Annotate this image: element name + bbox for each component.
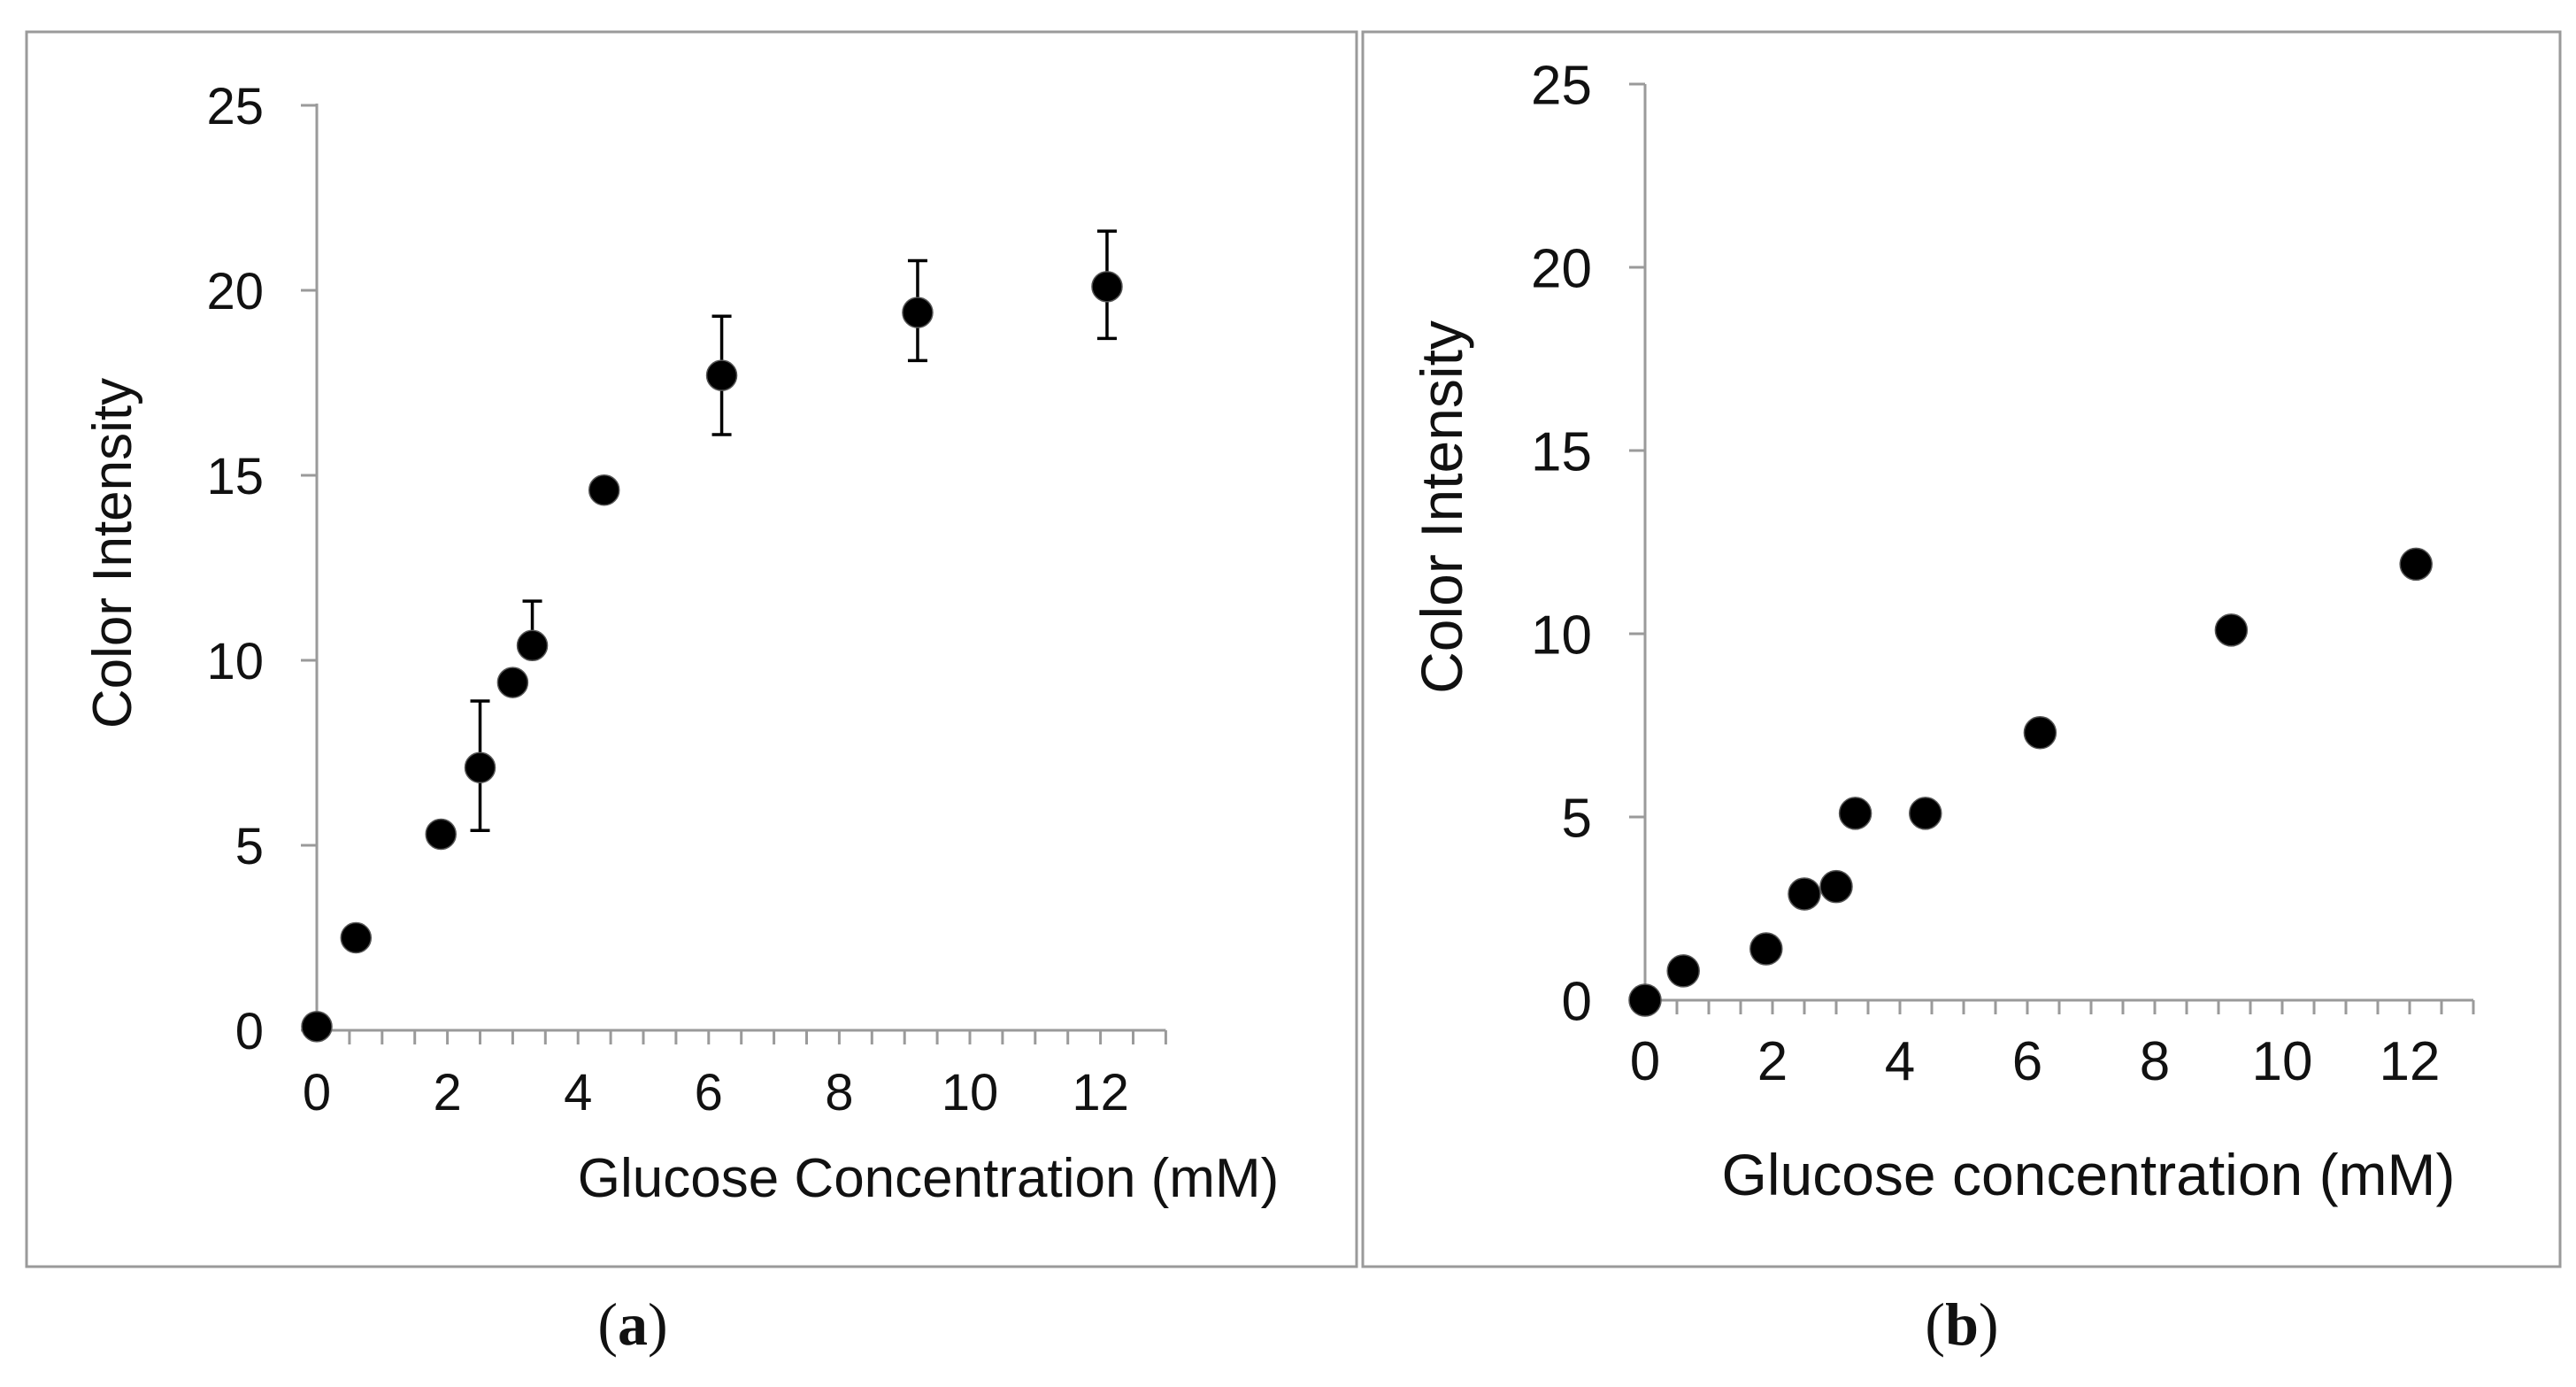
chart-a-x-tick-label: 4 (564, 1064, 592, 1121)
chart-b-data-point (1909, 797, 1942, 830)
chart-a-data-point (902, 297, 934, 328)
chart-a: 0 5 10 15 20 25 0 2 4 6 8 10 12 Glucose Concentratio… (25, 30, 1358, 1358)
chart-b-x-tick-label: 12 (2380, 1031, 2441, 1092)
chart-a-caption: (a) (597, 1291, 667, 1358)
chart-b-xlabel: Glucose concentration (mM) (1722, 1142, 2456, 1207)
chart-a-data-point (705, 359, 738, 391)
chart-b-y-tick-label: 25 (1531, 55, 1592, 116)
chart-a-x-tick-label: 6 (695, 1064, 723, 1121)
chart-b-x-tick-label: 10 (2252, 1031, 2313, 1092)
chart-b: 0 5 10 15 20 25 0 2 4 6 8 10 12 Glucose concentratio… (1361, 30, 2562, 1358)
chart-a-x-tick-label: 2 (433, 1064, 461, 1121)
chart-b-data-point (2023, 716, 2057, 750)
chart-a-y-tick-label: 0 (235, 1003, 264, 1060)
chart-b-data-point (1628, 983, 1662, 1017)
chart-a-xlabel: Glucose Concentration (mM) (578, 1148, 1280, 1209)
chart-b-data-point (2214, 613, 2249, 647)
chart-a-x-tick-label: 12 (1072, 1064, 1129, 1121)
chart-a-x-tick-label: 10 (942, 1064, 999, 1121)
chart-a-data-point (464, 751, 496, 783)
chart-b-frame (1361, 30, 2562, 1268)
chart-b-ylabel: Color Intensity (1409, 320, 1474, 694)
chart-b-caption: (b) (1925, 1291, 1998, 1358)
chart-b-y-tick-label: 10 (1531, 605, 1592, 666)
chart-b-caption-letter: b (1945, 1291, 1979, 1358)
chart-a-y-tick-label: 10 (206, 633, 264, 690)
chart-b-data-point (1749, 932, 1783, 966)
chart-b-plot: 0 5 10 15 20 25 0 2 4 6 8 10 12 (1531, 55, 2475, 1092)
chart-a-y-tick-label: 15 (206, 448, 264, 505)
chart-a-y-tick-label: 25 (206, 78, 264, 135)
chart-a-data-point (340, 921, 373, 954)
chart-a-data-point (496, 667, 529, 698)
chart-b-data-point (1666, 954, 1700, 988)
chart-b-data-point (1838, 797, 1872, 830)
chart-b-x-tick-label: 8 (2140, 1031, 2170, 1092)
chart-a-data-point (516, 629, 549, 662)
chart-a-data-point (425, 818, 457, 851)
chart-a-y-tick-label: 5 (235, 818, 264, 875)
chart-b-x-tick-label: 0 (1630, 1031, 1660, 1092)
chart-a-data-point (301, 1011, 333, 1043)
chart-a-plot: 0 5 10 15 20 25 0 2 4 6 8 10 12 (206, 78, 1167, 1121)
chart-a-data-point (1091, 271, 1123, 303)
chart-b-x-tick-label: 6 (2012, 1031, 2042, 1092)
chart-b-y-tick-label: 0 (1562, 971, 1592, 1032)
chart-a-frame (25, 30, 1358, 1268)
chart-b-y-tick-label: 15 (1531, 421, 1592, 482)
chart-b-y-tick-label: 5 (1562, 788, 1592, 849)
chart-a-data-point (588, 474, 620, 506)
chart-a-ylabel: Color Intensity (82, 378, 143, 728)
chart-a-x-tick-label: 0 (303, 1064, 331, 1121)
chart-a-x-tick-label: 8 (825, 1064, 853, 1121)
chart-b-y-tick-label: 20 (1531, 238, 1592, 299)
chart-b-x-tick-label: 4 (1885, 1031, 1915, 1092)
chart-a-y-tick-label: 20 (206, 263, 264, 320)
chart-b-x-tick-label: 2 (1757, 1031, 1788, 1092)
chart-b-data-point (1788, 877, 1821, 911)
chart-b-data-point (2399, 547, 2433, 582)
chart-a-caption-letter: a (618, 1291, 648, 1358)
chart-b-data-point (1819, 869, 1853, 904)
